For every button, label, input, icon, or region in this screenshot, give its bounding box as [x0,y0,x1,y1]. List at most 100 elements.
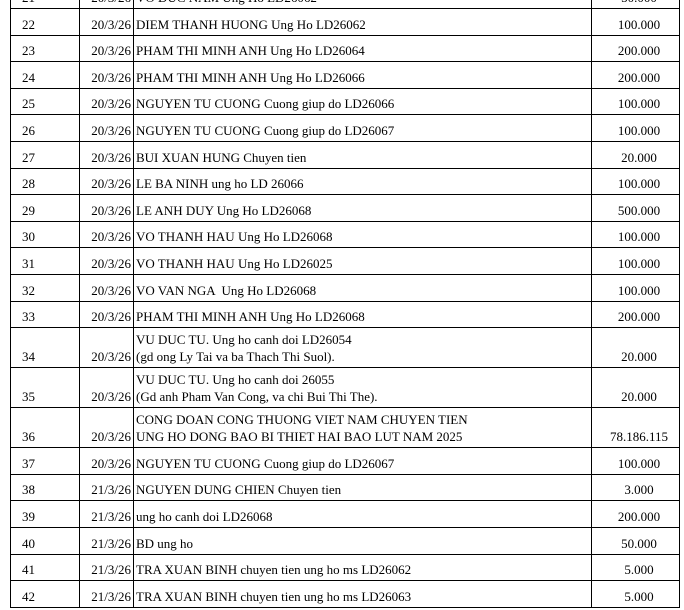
description-line: VO THANH HAU Ung Ho LD26068 [136,229,333,245]
date-cell: 20/3/26 [79,8,134,36]
description-cell: DIEM THANH HUONG Ung Ho LD26062 [133,8,592,36]
table-row: 24 20/3/26 PHAM THI MINH ANH Ung Ho LD2606… [10,61,680,89]
description-line: (Gd anh Pham Van Cong, va chi Bui Thi Th… [136,389,378,405]
table-row: 30 20/3/26 VO THANH HAU Ung Ho LD26068 100.… [10,220,680,249]
date-cell: 20/3/26 [79,407,134,449]
amount-cell: 100.000 [591,247,680,275]
amount-cell: 100.000 [591,167,680,196]
description-cell: VO THANH HAU Ung Ho LD26025 [133,247,592,275]
row-number: 25 [10,87,80,116]
description-line: NGUYEN TU CUONG Cuong giup do LD26066 [136,96,395,112]
date-cell: 20/3/26 [79,61,134,89]
row-number: 32 [10,273,80,302]
table-row: 38 21/3/26 NGUYEN DUNG CHIEN Chuyen tien 3.… [10,473,680,502]
amount-cell: 200.000 [591,500,680,528]
table-row: 25 20/3/26 NGUYEN TU CUONG Cuong giup do L… [10,87,680,116]
row-number: 41 [10,553,80,582]
description-line: VO THANH HAU Ung Ho LD26025 [136,255,333,271]
row-number: 37 [10,447,80,475]
amount-cell: 50.000 [591,0,680,9]
table-row: 42 21/3/26 TRA XUAN BINH chuyen tien ung h… [10,580,680,608]
date-cell: 20/3/26 [79,114,134,142]
row-number: 29 [10,194,80,222]
amount-cell: 78.186.115 [591,407,680,449]
description-line: NGUYEN DUNG CHIEN Chuyen tien [136,482,342,498]
date-cell: 20/3/26 [79,140,134,169]
description-cell: PHAM THI MINH ANH Ung Ho LD26068 [133,300,592,329]
amount-cell: 100.000 [591,87,680,116]
date-cell: 20/3/26 [79,87,134,116]
table-row: 37 20/3/26 NGUYEN TU CUONG Cuong giup do L… [10,447,680,475]
table-row: 41 21/3/26 TRA XUAN BINH chuyen tien ung h… [10,553,680,582]
table-row: 39 21/3/26 ung ho canh doi LD26068 200.000 [10,500,680,528]
row-number: 28 [10,167,80,196]
date-cell: 20/3/26 [79,300,134,329]
date-cell: 21/3/26 [79,526,134,555]
description-cell: ung ho canh doi LD26068 [133,500,592,528]
description-line: TRA XUAN BINH chuyen tien ung ho ms LD26… [136,588,412,604]
description-line: NGUYEN TU CUONG Cuong giup do LD26067 [136,122,395,138]
description-cell: PHAM THI MINH ANH Ung Ho LD26064 [133,34,592,63]
description-line: PHAM THI MINH ANH Ung Ho LD26064 [136,43,365,59]
description-line: VU DUC TU. Ung ho canh doi LD26054 [136,332,352,348]
description-line: BUI XUAN HUNG Chuyen tien [136,149,307,165]
date-cell: 20/3/26 [79,0,134,9]
description-line: LE ANH DUY Ung Ho LD26068 [136,202,312,218]
amount-cell: 20.000 [591,140,680,169]
description-line: PHAM THI MINH ANH Ung Ho LD26066 [136,69,365,85]
row-number: 31 [10,247,80,275]
table-row: 36 20/3/26 CONG DOAN CONG THUONG VIET NAM … [10,407,680,449]
date-cell: 20/3/26 [79,367,134,409]
date-cell: 21/3/26 [79,553,134,582]
row-number: 35 [10,367,80,409]
description-cell: VU DUC TU. Ung ho canh doi 26055 (Gd anh … [133,367,592,409]
date-cell: 20/3/26 [79,247,134,275]
date-cell: 20/3/26 [79,220,134,249]
amount-cell: 500.000 [591,194,680,222]
date-cell: 21/3/26 [79,500,134,528]
amount-cell: 5.000 [591,580,680,608]
table-row: 26 20/3/26 NGUYEN TU CUONG Cuong giup do L… [10,114,680,142]
amount-cell: 20.000 [591,367,680,409]
row-number: 26 [10,114,80,142]
table-row: 27 20/3/26 BUI XUAN HUNG Chuyen tien 20.000 [10,140,680,169]
row-number: 30 [10,220,80,249]
amount-cell: 200.000 [591,61,680,89]
table-row: 29 20/3/26 LE ANH DUY Ung Ho LD26068 500.00… [10,194,680,222]
row-number: 33 [10,300,80,329]
description-line: VO VAN NGA Ung Ho LD26068 [136,282,317,298]
amount-cell: 100.000 [591,8,680,36]
description-cell: NGUYEN TU CUONG Cuong giup do LD26066 [133,87,592,116]
table-row: 32 20/3/26 VO VAN NGA Ung Ho LD26068 100.00… [10,273,680,302]
description-line: CONG DOAN CONG THUONG VIET NAM CHUYEN TI… [136,412,468,428]
description-cell: NGUYEN DUNG CHIEN Chuyen tien [133,473,592,502]
table-row: 23 20/3/26 PHAM THI MINH ANH Ung Ho LD2606… [10,34,680,63]
table-row: 35 20/3/26 VU DUC TU. Ung ho canh doi 2605… [10,367,680,409]
description-cell: NGUYEN TU CUONG Cuong giup do LD26067 [133,447,592,475]
date-cell: 20/3/26 [79,447,134,475]
row-number: 38 [10,473,80,502]
row-number: 39 [10,500,80,528]
table-row: 33 20/3/26 PHAM THI MINH ANH Ung Ho LD2606… [10,300,680,329]
row-number: 21 [10,0,80,9]
amount-cell: 100.000 [591,220,680,249]
description-line: ung ho canh doi LD26068 [136,508,273,524]
table-row: 34 20/3/26 VU DUC TU. Ung ho canh doi LD26… [10,327,680,369]
amount-cell: 100.000 [591,273,680,302]
description-line: DIEM THANH HUONG Ung Ho LD26062 [136,16,366,32]
description-cell: LE BA NINH ung ho LD 26066 [133,167,592,196]
description-line: NGUYEN TU CUONG Cuong giup do LD26067 [136,455,395,471]
amount-cell: 3.000 [591,473,680,502]
description-line: (gd ong Ly Tai va ba Thach Thi Suol). [136,349,335,365]
description-cell: TRA XUAN BINH chuyen tien ung ho ms LD26… [133,553,592,582]
date-cell: 21/3/26 [79,473,134,502]
amount-cell: 100.000 [591,447,680,475]
row-number: 34 [10,327,80,369]
description-line: BD ung ho [136,535,194,551]
description-cell: CONG DOAN CONG THUONG VIET NAM CHUYEN TI… [133,407,592,449]
description-cell: BUI XUAN HUNG Chuyen tien [133,140,592,169]
description-cell: LE ANH DUY Ung Ho LD26068 [133,194,592,222]
amount-cell: 100.000 [591,114,680,142]
